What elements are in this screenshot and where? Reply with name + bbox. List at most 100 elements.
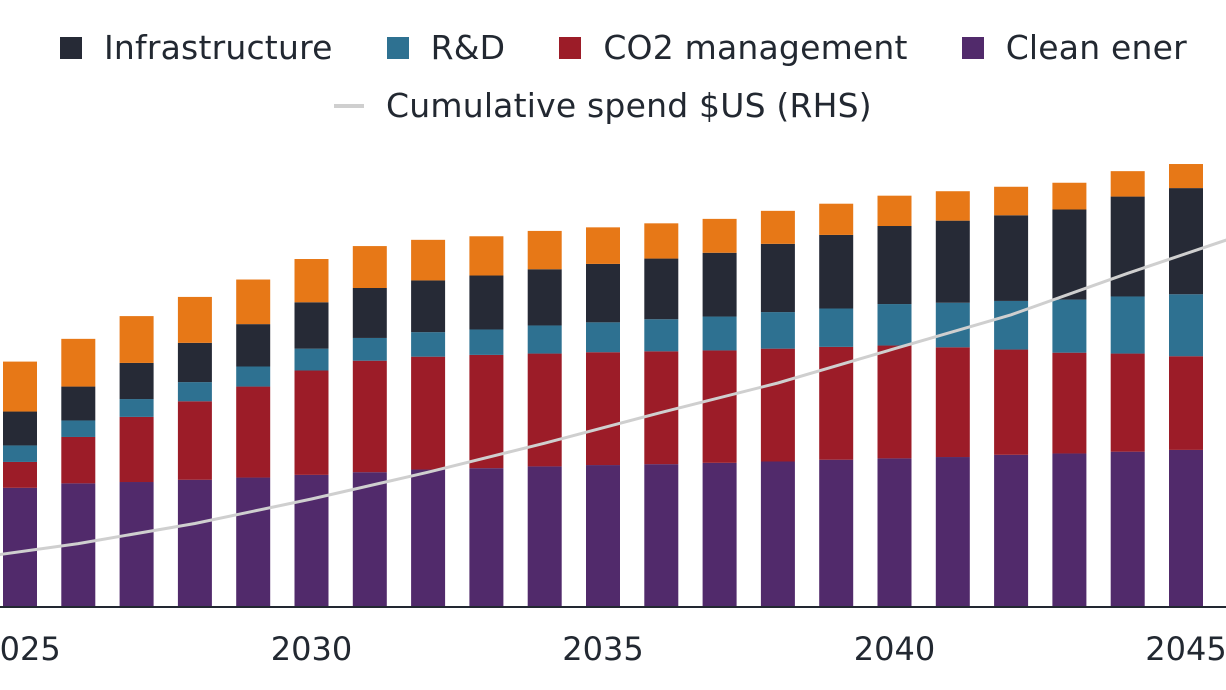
bar-rd-2039 (819, 308, 854, 347)
legend-label-infrastructure: Infrastructure (104, 28, 333, 67)
bar-infrastructure-2041 (935, 220, 970, 303)
bar-co2-2033 (469, 354, 504, 469)
bar-other-2037 (702, 218, 737, 253)
bar-clean-2037 (702, 462, 737, 606)
bar-co2-2041 (935, 347, 970, 458)
bar-co2-2026 (61, 436, 96, 484)
bar-co2-2036 (644, 351, 679, 465)
legend-label-rd: R&D (430, 28, 506, 67)
bar-rd-2043 (1052, 299, 1087, 353)
bar-other-2038 (760, 210, 795, 244)
bar-co2-2034 (527, 353, 562, 467)
bar-rd-2038 (760, 312, 795, 349)
bar-co2-2045 (1169, 356, 1203, 450)
bar-infrastructure-2040 (877, 226, 912, 305)
bar-clean-2042 (994, 454, 1029, 606)
x-tick-label-2035: 2035 (562, 630, 643, 668)
legend-row-2: Cumulative spend $US (RHS) (334, 86, 926, 125)
bar-rd-2041 (935, 302, 970, 348)
x-tick-label-2045: 2045 (1145, 630, 1226, 668)
bar-rd-2028 (177, 382, 212, 402)
bar-rd-2032 (411, 332, 446, 357)
bar-clean-2030 (294, 474, 329, 606)
bar-co2-2043 (1052, 352, 1087, 454)
legend-swatch-co2 (559, 36, 582, 59)
bar-rd-2031 (352, 337, 387, 361)
bar-co2-2038 (760, 348, 795, 462)
bar-rd-2029 (236, 366, 271, 387)
bar-clean-2031 (352, 472, 387, 606)
bar-clean-2025 (3, 487, 37, 606)
bar-clean-2036 (644, 464, 679, 606)
bar-infrastructure-2038 (760, 243, 795, 313)
legend-item-rd: R&D (386, 28, 506, 67)
bar-co2-2027 (119, 416, 154, 483)
bar-co2-2042 (994, 349, 1029, 455)
bar-rd-2025 (3, 445, 37, 462)
bar-rd-2044 (1110, 296, 1145, 354)
bar-co2-2035 (586, 352, 620, 466)
bar-infrastructure-2035 (586, 263, 620, 323)
legend-label-clean: Clean ener (1005, 28, 1187, 67)
bar-infrastructure-2037 (702, 252, 737, 317)
bar-other-2033 (469, 236, 504, 276)
bar-other-2026 (61, 338, 96, 387)
bar-clean-2043 (1052, 453, 1087, 606)
bar-co2-2029 (236, 386, 271, 478)
bar-infrastructure-2029 (236, 324, 271, 367)
bar-infrastructure-2028 (177, 342, 212, 383)
bar-infrastructure-2045 (1169, 188, 1203, 295)
legend-item-infrastructure: Infrastructure (60, 28, 333, 67)
bar-co2-2025 (3, 461, 37, 488)
legend-item-cumulative: Cumulative spend $US (RHS) (334, 86, 872, 125)
bar-infrastructure-2025 (3, 411, 37, 446)
legend-item-co2: CO2 management (559, 28, 907, 67)
bar-infrastructure-2039 (819, 234, 854, 309)
bar-rd-2040 (877, 304, 912, 346)
bar-infrastructure-2032 (411, 280, 446, 333)
bar-clean-2027 (119, 482, 154, 606)
bar-rd-2045 (1169, 294, 1203, 357)
bar-clean-2041 (935, 457, 970, 606)
legend-item-clean: Clean ener (961, 28, 1187, 67)
bar-rd-2035 (586, 322, 620, 353)
legend-label-co2: CO2 management (603, 28, 908, 67)
cumulative-line-group (0, 238, 1226, 556)
bar-other-2028 (177, 296, 212, 343)
bar-clean-2033 (469, 468, 504, 606)
bar-rd-2036 (644, 319, 679, 352)
legend-line-cumulative (334, 103, 364, 108)
bar-co2-2040 (877, 345, 912, 459)
bar-infrastructure-2044 (1110, 196, 1145, 297)
bar-clean-2029 (236, 477, 271, 606)
cumulative-spend-line (0, 238, 1226, 556)
bar-rd-2033 (469, 329, 504, 355)
bar-clean-2045 (1169, 449, 1203, 606)
bar-other-2034 (527, 230, 562, 270)
bar-infrastructure-2027 (119, 362, 154, 400)
bar-rd-2034 (527, 325, 562, 354)
bar-other-2039 (819, 203, 854, 235)
bar-other-2044 (1110, 171, 1145, 197)
bar-infrastructure-2026 (61, 386, 96, 421)
legend-swatch-infrastructure (60, 36, 82, 59)
bar-infrastructure-2034 (527, 269, 562, 326)
x-tick-label-2040: 2040 (854, 630, 935, 668)
bar-clean-2034 (527, 466, 562, 606)
bar-other-2041 (935, 191, 970, 221)
bar-other-2035 (586, 227, 620, 264)
bar-co2-2028 (177, 401, 212, 480)
bar-other-2029 (236, 279, 271, 325)
x-axis-ticks: 2025 2030 2035 2040 2045 (0, 630, 1226, 668)
bar-rd-2027 (119, 399, 154, 417)
bar-rd-2037 (702, 316, 737, 351)
bar-co2-2032 (411, 356, 446, 470)
bar-infrastructure-2030 (294, 302, 329, 349)
bar-clean-2039 (819, 459, 854, 606)
bar-other-2025 (3, 361, 37, 412)
legend-label-cumulative: Cumulative spend $US (RHS) (386, 86, 872, 125)
bar-infrastructure-2042 (994, 215, 1029, 301)
bar-clean-2038 (760, 461, 795, 606)
bar-other-2043 (1052, 182, 1087, 210)
